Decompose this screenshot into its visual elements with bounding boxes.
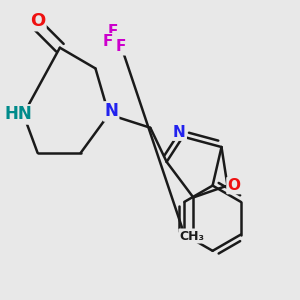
Text: HN: HN bbox=[4, 105, 32, 123]
Text: N: N bbox=[104, 102, 118, 120]
Text: CH₃: CH₃ bbox=[179, 230, 204, 242]
Text: N: N bbox=[173, 125, 186, 140]
Text: F: F bbox=[116, 39, 126, 54]
Text: O: O bbox=[227, 178, 241, 193]
Text: F: F bbox=[107, 24, 118, 39]
Text: O: O bbox=[30, 12, 45, 30]
Text: F: F bbox=[102, 34, 112, 49]
